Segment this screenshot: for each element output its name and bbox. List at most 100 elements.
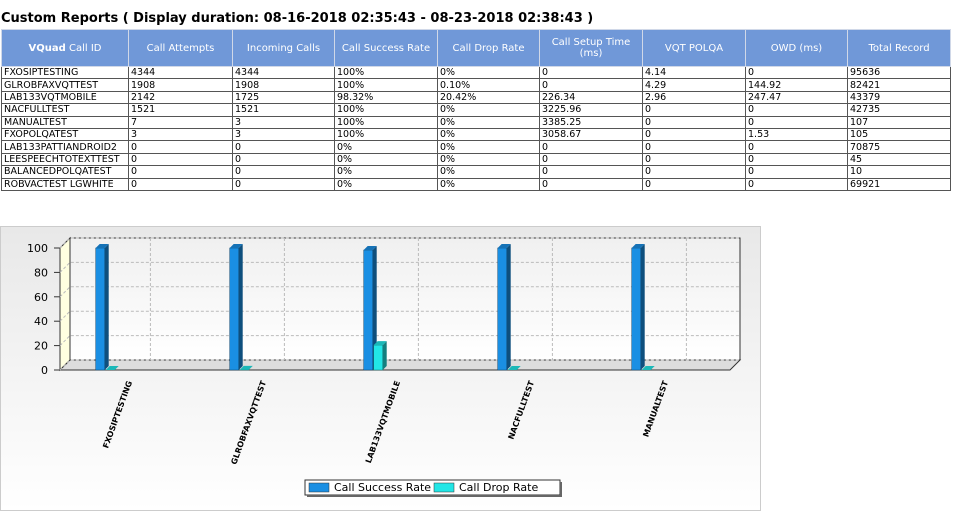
header-cell: VQuad Call ID [1,29,129,67]
table-cell: 2.96 [642,90,746,105]
table-cell: 0 [539,152,643,167]
bar-top [373,341,387,346]
report-table: VQuad Call ID Call Attempts Incoming Call… [1,29,951,191]
table-cell: 247.47 [745,90,848,105]
table-cell: 0% [437,152,540,167]
header-cell: VQT POLQA [642,29,746,67]
y-tick-label: 60 [34,291,48,304]
table-row: GLROBFAXVQTTEST 1908 1908 100% 0.10% 0 4.29 144… [1,78,951,92]
bar [373,344,383,371]
table-cell: 4344 [128,65,233,80]
table-cell: ROBVACTEST LGWHITE [1,177,129,191]
bar [95,247,105,371]
bar-top [631,244,645,248]
table-cell: LAB133PATTIANDROID2 [1,140,129,154]
table-cell: 0 [539,177,643,191]
y-tick-label: 40 [34,315,48,328]
bar [497,247,507,371]
table-cell: 4344 [232,65,335,80]
grid-line [59,237,740,249]
header-cell: Call Setup Time (ms) [539,29,643,67]
table-cell: 4.29 [642,78,746,92]
table-cell: 0% [334,152,438,167]
table-cell: 0% [437,65,540,80]
table-cell: 0 [539,78,643,92]
table-cell: 0% [334,165,438,179]
table-body: FXOSIPTESTING 4344 4344 100% 0% 0 4.14 0 95636 GL… [1,65,951,191]
legend-label: Call Success Rate [334,481,431,494]
header-row: VQuad Call ID Call Attempts Incoming Call… [1,29,951,67]
header-text: Call ID [68,42,102,54]
grid-line [59,261,740,273]
table-cell: 1521 [232,103,335,117]
report-title: Custom Reports ( Display duration: 08-16… [1,11,594,26]
y-tick-label: 100 [27,242,48,255]
table-cell: 0% [334,140,438,154]
table-cell: 0 [745,177,848,191]
table-cell: LEESPEECHTOTEXTTEST [1,152,129,167]
table-cell: 3225.96 [539,103,643,117]
table-cell: 2142 [128,90,233,105]
bar [363,249,373,371]
table-cell: 4.14 [642,65,746,80]
table-row: MANUALTEST 7 3 100% 0% 3385.25 0 0 107 [1,115,951,129]
bar-top [497,244,511,248]
bar-top [641,366,655,370]
table-cell: 100% [334,65,438,80]
header-cell: Call Drop Rate [437,29,540,67]
y-tick-label: 20 [34,340,48,353]
table-cell: 0 [232,177,335,191]
table-cell: 0 [642,127,746,142]
table-cell: 0 [128,165,233,179]
table-cell: MANUALTEST [1,115,129,129]
bar-top [363,246,377,251]
table-cell: 3 [232,127,335,142]
table-cell: 0 [745,115,848,129]
table-cell: 0 [232,140,335,154]
bar-side [640,244,645,370]
bar-side [382,341,387,370]
table-row: BALANCEDPOLQATEST 0 0 0% 0% 0 0 0 10 [1,165,951,179]
table-cell: 0% [437,177,540,191]
bar-top [95,244,109,248]
bar-side [372,246,377,370]
bar-side [248,365,253,370]
bar [229,247,239,371]
table-row: FXOPOLQATEST 3 3 100% 0% 3058.67 0 1.53 105 [1,127,951,142]
bar-side [238,244,243,370]
table-cell: 100% [334,78,438,92]
header-cell: Call Success Rate [334,29,438,67]
table-cell: 144.92 [745,78,848,92]
table-cell: 3058.67 [539,127,643,142]
bar-top [239,365,253,370]
table-cell: 1908 [128,78,233,92]
table-cell: 0 [232,165,335,179]
grid-line [59,310,740,322]
legend-swatch [308,482,330,493]
table-cell: LAB133VQTMOBILE [1,90,129,105]
table-cell: 0 [128,177,233,191]
table-cell: 0 [539,65,643,80]
table-cell: 98.32% [334,90,438,105]
bar-side [506,244,511,370]
table-cell: 0 [539,140,643,154]
table-cell: 0 [232,152,335,167]
table-cell: 82421 [847,78,951,92]
table-row: FXOSIPTESTING 4344 4344 100% 0% 0 4.14 0 95636 [1,65,951,80]
table-cell: BALANCEDPOLQATEST [1,165,129,179]
bar-top [507,366,521,370]
table-cell: NACFULLTEST [1,103,129,117]
table-cell: 0% [437,165,540,179]
header-cell: Total Record [847,29,951,67]
table-cell: 95636 [847,65,951,80]
table-cell: GLROBFAXVQTTEST [1,78,129,92]
table-cell: 42735 [847,103,951,117]
table-cell: 0 [745,140,848,154]
table-cell: 0% [437,115,540,129]
table-row: LAB133PATTIANDROID2 0 0 0% 0% 0 0 0 70875 [1,140,951,154]
table-cell: 3385.25 [539,115,643,129]
y-tick-label: 80 [34,266,48,279]
table-cell: 0 [642,165,746,179]
table-cell: 1908 [232,78,335,92]
table-cell: 100% [334,127,438,142]
